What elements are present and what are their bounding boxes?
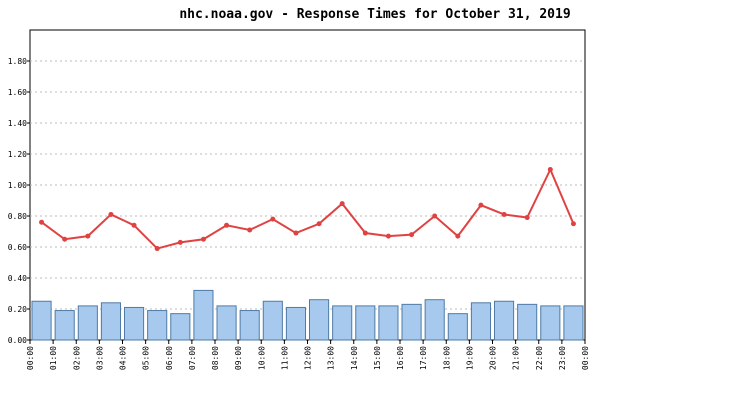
bar [563, 305, 584, 341]
point [108, 211, 114, 217]
y-tick-label: 1.60 [8, 88, 27, 97]
y-tick-label: 1.40 [8, 119, 27, 128]
point [478, 202, 484, 208]
x-tick-label: 18:00 [442, 346, 451, 370]
x-tick-label: 04:00 [119, 346, 128, 370]
x-tick-label: 08:00 [211, 346, 220, 370]
chart-title: nhc.noaa.gov - Response Times for Octobe… [179, 7, 570, 22]
bar [401, 303, 422, 341]
point [270, 216, 276, 222]
x-tick-label: 19:00 [465, 346, 474, 370]
bar [31, 300, 52, 341]
x-tick-label: 15:00 [373, 346, 382, 370]
y-tick-label: 0.40 [8, 274, 27, 283]
bar [470, 302, 491, 341]
point [200, 236, 206, 242]
bar [54, 310, 75, 341]
point [432, 213, 438, 219]
x-tick-label: 09:00 [234, 346, 243, 370]
x-tick-label: 22:00 [535, 346, 544, 370]
y-tick-label: 0.60 [8, 243, 27, 252]
x-tick-label: 03:00 [95, 346, 104, 370]
bar [285, 306, 306, 341]
x-tick-label: 00:00 [581, 346, 590, 370]
bar [216, 305, 237, 341]
x-tick-label: 07:00 [188, 346, 197, 370]
point [62, 236, 68, 242]
y-tick-label: 0.00 [8, 336, 27, 345]
x-tick-label: 14:00 [350, 346, 359, 370]
x-tick-label: 16:00 [396, 346, 405, 370]
x-tick-label: 13:00 [327, 346, 336, 370]
y-tick-label: 0.20 [8, 305, 27, 314]
x-tick-label: 00:00 [26, 346, 35, 370]
bar [540, 305, 561, 341]
point [293, 230, 299, 236]
point [247, 227, 253, 233]
bar [378, 305, 399, 341]
x-tick-label: 05:00 [142, 346, 151, 370]
bar [424, 299, 445, 341]
x-tick-label: 23:00 [558, 346, 567, 370]
point [85, 233, 91, 239]
y-tick-label: 1.00 [8, 181, 27, 190]
bar [262, 300, 283, 341]
bar [193, 289, 214, 341]
x-tick-label: 12:00 [304, 346, 313, 370]
point [547, 167, 553, 172]
bar [77, 305, 98, 341]
point [362, 230, 368, 236]
bar [100, 302, 121, 341]
bar [494, 300, 515, 341]
point [177, 239, 183, 245]
point [524, 215, 530, 221]
line [40, 167, 575, 250]
x-tick-label: 11:00 [280, 346, 289, 370]
x-tick-label: 20:00 [489, 346, 498, 370]
point [501, 211, 507, 217]
x-tick-label: 02:00 [72, 346, 81, 370]
bar [147, 310, 168, 341]
point [224, 222, 230, 228]
x-tick-label: 06:00 [165, 346, 174, 370]
point [339, 201, 345, 207]
bar [124, 306, 145, 341]
point [316, 221, 322, 227]
y-tick-label: 0.80 [8, 212, 27, 221]
bar [517, 303, 538, 341]
bar [355, 305, 376, 341]
point [39, 219, 45, 225]
point [385, 233, 391, 239]
point [131, 222, 137, 228]
point [455, 233, 461, 239]
bar [170, 313, 191, 341]
y-tick-label: 1.80 [8, 57, 27, 66]
bar [239, 310, 260, 341]
x-tick-label: 21:00 [512, 346, 521, 370]
x-tick-label: 10:00 [257, 346, 266, 370]
x-tick-label: 17:00 [419, 346, 428, 370]
bar [332, 305, 353, 341]
bar [309, 299, 330, 341]
bar [447, 313, 468, 341]
y-tick-label: 1.20 [8, 150, 27, 159]
point [570, 221, 576, 227]
point [409, 232, 415, 238]
x-tick-label: 01:00 [49, 346, 58, 370]
point [154, 246, 160, 252]
